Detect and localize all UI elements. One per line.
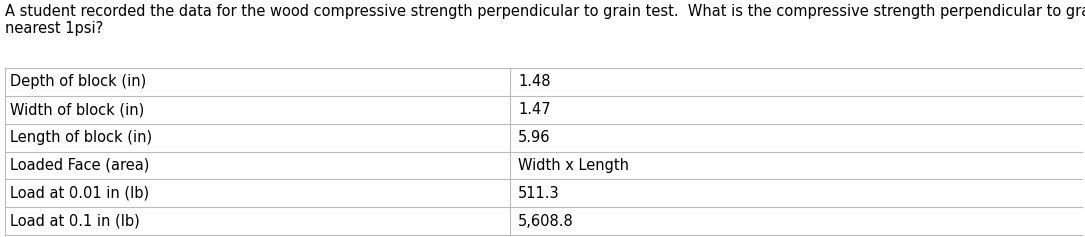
Text: A student recorded the data for the wood compressive strength perpendicular to g: A student recorded the data for the wood… (5, 4, 1085, 36)
Text: Load at 0.1 in (lb): Load at 0.1 in (lb) (10, 214, 140, 228)
Text: Length of block (in): Length of block (in) (10, 130, 152, 145)
Text: 511.3: 511.3 (518, 186, 560, 201)
Text: 5.96: 5.96 (518, 130, 550, 145)
Text: 1.47: 1.47 (518, 102, 550, 117)
Text: Load at 0.01 in (lb): Load at 0.01 in (lb) (10, 186, 149, 201)
Text: Depth of block (in): Depth of block (in) (10, 74, 146, 89)
Text: 5,608.8: 5,608.8 (518, 214, 574, 228)
Text: Width x Length: Width x Length (518, 158, 629, 173)
Text: Loaded Face (area): Loaded Face (area) (10, 158, 150, 173)
Text: 1.48: 1.48 (518, 74, 550, 89)
Text: Width of block (in): Width of block (in) (10, 102, 144, 117)
